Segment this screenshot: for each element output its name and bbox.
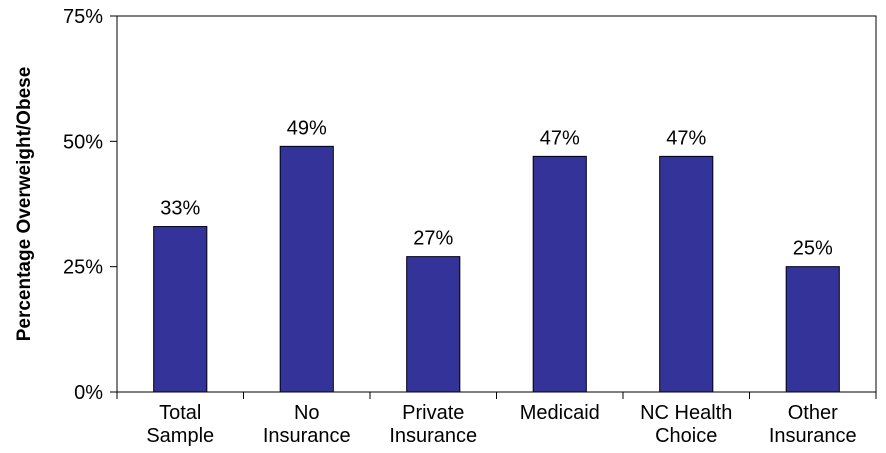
x-tick-label: Total Sample <box>146 402 214 447</box>
data-label: 33% <box>160 198 200 220</box>
plot-border <box>116 15 877 393</box>
bar <box>153 226 208 393</box>
data-label: 47% <box>666 127 706 149</box>
bar <box>406 256 461 393</box>
y-axis-title: Percentage Overweight/Obese <box>14 67 35 342</box>
data-label: 47% <box>540 127 580 149</box>
data-label: 49% <box>287 117 327 139</box>
bar <box>659 155 714 393</box>
plot-area <box>116 15 877 393</box>
x-tick-label: Other Insurance <box>769 402 857 447</box>
x-tick-label: Private Insurance <box>389 402 477 447</box>
y-tick-label: 0% <box>74 382 103 404</box>
bars <box>153 145 840 393</box>
bar <box>532 155 587 393</box>
x-tick-label: NC Health Choice <box>640 402 732 447</box>
data-label: 25% <box>793 238 833 260</box>
data-label: 27% <box>413 228 453 250</box>
x-axis: Total Sample No Insurance Private Insurance Me… <box>116 392 877 447</box>
data-labels: 33% 49% 27% 47% 47% 25% <box>160 117 833 259</box>
bar <box>279 145 334 393</box>
y-tick-label: 25% <box>63 257 103 279</box>
y-tick-label: 50% <box>63 131 103 153</box>
bar <box>785 266 840 393</box>
x-tick-label: No Insurance <box>263 402 351 447</box>
x-tick-label: Medicaid <box>520 402 600 424</box>
y-axis: 0% 25% 50% 75% <box>63 6 117 404</box>
y-tick-label: 75% <box>63 6 103 28</box>
